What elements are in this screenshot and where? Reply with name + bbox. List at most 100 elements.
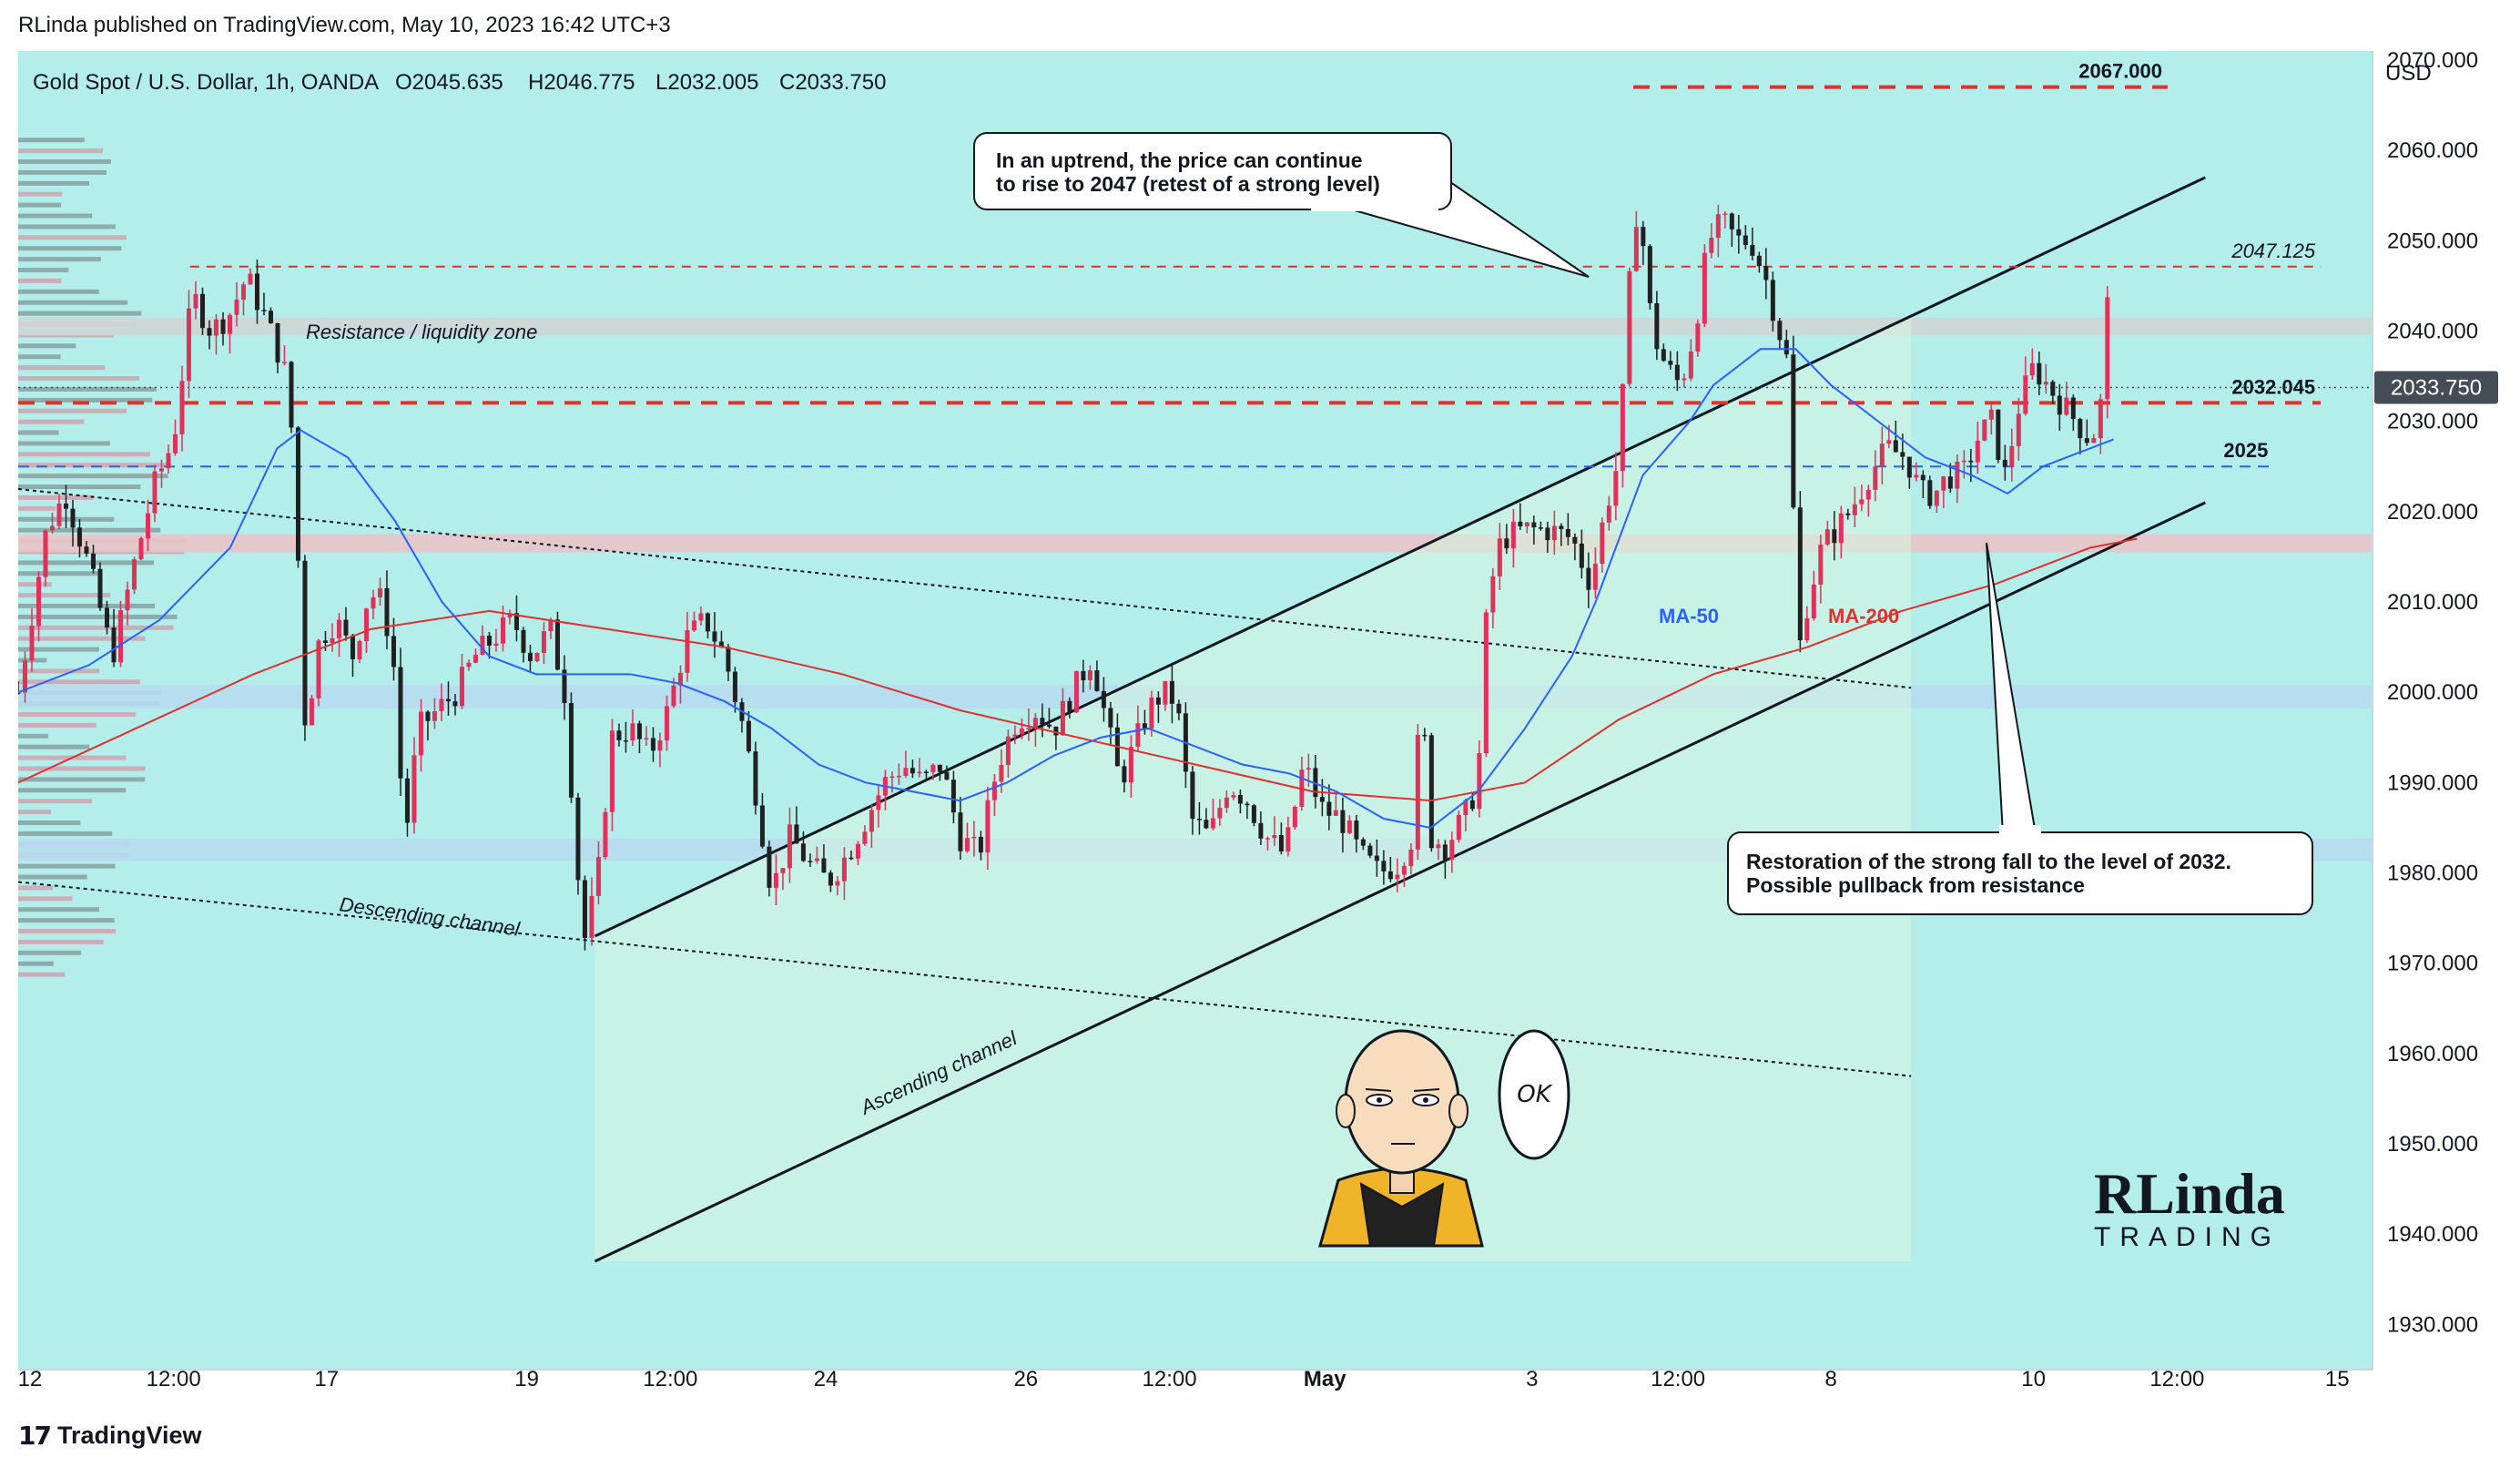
y-tick-label: 1970.000 <box>2387 952 2478 976</box>
volume-profile-bar <box>18 494 94 500</box>
candle-body <box>1497 538 1502 576</box>
volume-profile-bar <box>18 213 93 219</box>
candle-body <box>746 720 751 752</box>
candle-body <box>534 652 540 661</box>
candle-body <box>1019 729 1024 735</box>
candle-body <box>1722 213 1728 216</box>
y-axis-ticks[interactable]: 2070.000 2060.000 2050.000 2040.000 2030.000… <box>2387 48 2478 1337</box>
ohlc-low: L2032.005 <box>655 70 758 95</box>
candle-body <box>712 631 717 642</box>
candle-body <box>1081 670 1086 681</box>
level-label: 2032.045 <box>2231 375 2315 398</box>
candle-body <box>513 613 519 630</box>
candle-body <box>1606 505 1611 523</box>
candle-body <box>1510 521 1516 549</box>
volume-profile-bar <box>18 668 100 674</box>
candle-body <box>1865 489 1871 500</box>
candle-body <box>1996 409 2001 460</box>
volume-profile-bar <box>18 863 116 869</box>
candle-body <box>2043 382 2048 385</box>
candle-body <box>158 468 164 472</box>
candle-body <box>452 701 458 707</box>
candle-body <box>644 738 649 739</box>
candle-body <box>1272 834 1277 839</box>
candle-body <box>22 660 27 693</box>
volume-profile-bar <box>18 474 168 479</box>
candle-body <box>1668 361 1673 365</box>
candle-body <box>1387 871 1393 880</box>
volume-profile-bar <box>18 235 127 240</box>
candle-body <box>1142 723 1147 729</box>
moving-averages <box>18 348 2138 829</box>
x-tick-label: 3 <box>1526 1367 1538 1392</box>
candle-body <box>1770 280 1775 321</box>
candle-body <box>1893 440 1898 453</box>
candle-body <box>1169 680 1174 704</box>
volume-profile-bar <box>18 722 97 728</box>
speech-bubble-text: OK <box>1517 1081 1552 1108</box>
candle-body <box>814 858 819 861</box>
candles-layer <box>18 204 2110 951</box>
candle-body <box>466 662 472 668</box>
y-tick-label: 1930.000 <box>2387 1312 2478 1337</box>
volume-profile-bar <box>18 939 104 944</box>
pink-zone <box>18 534 2373 553</box>
x-tick-label: 24 <box>814 1367 838 1392</box>
candle-body <box>1128 747 1133 783</box>
candle-body <box>767 846 772 888</box>
candle-body <box>589 895 594 939</box>
candle-body <box>275 322 280 363</box>
volume-profile-bar <box>18 191 63 197</box>
candle-body <box>527 652 533 661</box>
candle-body <box>664 706 669 741</box>
candle-body <box>1982 419 1987 441</box>
volume-profile-bar <box>18 376 140 382</box>
candle-body <box>97 568 103 608</box>
candle-body <box>821 858 827 873</box>
candle-body <box>623 739 628 742</box>
candle-body <box>773 872 778 888</box>
candle-body <box>1326 801 1332 816</box>
candle-body <box>1490 576 1496 613</box>
ma50-line <box>18 348 2114 829</box>
candle-body <box>268 311 273 323</box>
candle-body <box>1094 670 1100 691</box>
y-tick-label: 1950.000 <box>2387 1132 2478 1157</box>
candle-body <box>869 810 874 832</box>
volume-profile-bar <box>18 419 85 424</box>
candle-body <box>1319 797 1325 802</box>
candle-body <box>2029 362 2035 376</box>
candle-body <box>1032 718 1038 729</box>
volume-profile-bar <box>18 733 48 739</box>
candle-body <box>254 273 259 311</box>
volume-profile-bar <box>18 636 146 641</box>
candle-body <box>1046 724 1052 727</box>
candle-body <box>1381 861 1387 872</box>
candle-body <box>1579 543 1584 568</box>
x-tick-label: 12:00 <box>2149 1367 2204 1392</box>
volume-profile-bar <box>18 159 111 165</box>
candle-body <box>1354 821 1359 840</box>
y-tick-label: 2000.000 <box>2387 680 2478 705</box>
candle-body <box>104 607 109 628</box>
candle-body <box>1559 525 1564 529</box>
candle-body <box>357 640 362 659</box>
tradingview-footer[interactable]: 17 TradingView <box>18 1421 202 1451</box>
callout-restoration-line2: Possible pullback from resistance <box>1746 873 2085 897</box>
candle-body <box>1306 768 1311 770</box>
candle-body <box>1278 834 1284 851</box>
y-tick-label: 2030.000 <box>2387 410 2478 434</box>
x-tick-label: 8 <box>1825 1367 1837 1392</box>
x-axis-ticks[interactable]: 12 12:00 17 19 12:00 24 26 12:00 May 3 12:00 8 10 12:… <box>18 1367 2350 1392</box>
candle-body <box>1838 513 1844 544</box>
candle-body <box>1859 499 1865 505</box>
candle-body <box>1641 227 1646 247</box>
candle-body <box>1674 364 1680 381</box>
volume-profile-bar <box>18 138 85 143</box>
candle-body <box>1961 460 1966 463</box>
candle-body <box>1873 466 1878 490</box>
candle-body <box>753 751 758 806</box>
candle-body <box>1756 255 1762 267</box>
candle-body <box>937 764 942 772</box>
